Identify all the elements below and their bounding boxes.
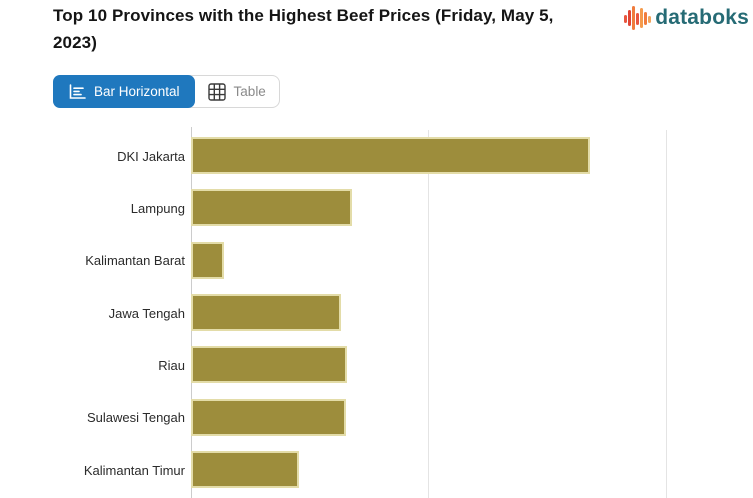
- chart-row: Lampung: [0, 182, 753, 234]
- gridline-end: [666, 130, 667, 498]
- table-label: Table: [233, 84, 266, 99]
- bar-horizontal-icon: [68, 83, 87, 100]
- view-toggle-group: Bar Horizontal Table: [53, 75, 280, 108]
- chart-row: Riau: [0, 339, 753, 391]
- chart-row: Kalimantan Barat: [0, 235, 753, 287]
- horizontal-bar-chart: DKI Jakarta Lampung Kalimantan Barat Jawa T…: [0, 120, 753, 498]
- category-label-lampung: Lampung: [130, 200, 185, 216]
- category-label-kalimantan-timur: Kalimantan Timur: [83, 462, 185, 478]
- bar-sulawesi-tengah[interactable]: [191, 398, 346, 436]
- category-label-jawa-tengah: Jawa Tengah: [108, 305, 185, 321]
- bar-horizontal-button[interactable]: Bar Horizontal: [53, 75, 195, 108]
- category-label-dki-jakarta: DKI Jakarta: [117, 148, 185, 164]
- gridline-mid: [428, 130, 429, 498]
- logo-text: databoks: [655, 6, 749, 29]
- bar-dki-jakarta[interactable]: [191, 137, 590, 174]
- equalizer-bars-icon: [623, 4, 653, 32]
- page-title: Top 10 Provinces with the Highest Beef P…: [53, 6, 554, 52]
- table-button[interactable]: Table: [194, 76, 279, 107]
- chart-row: Kalimantan Timur: [0, 444, 753, 496]
- category-label-sulawesi-tengah: Sulawesi Tengah: [86, 410, 185, 426]
- category-label-riau: Riau: [158, 357, 185, 373]
- databoks-logo: databoks: [623, 4, 749, 32]
- bar-jawa-tengah[interactable]: [191, 293, 341, 331]
- bar-kalimantan-barat[interactable]: [191, 241, 224, 279]
- chart-row: Jawa Tengah: [0, 287, 753, 339]
- chart-rows: DKI Jakarta Lampung Kalimantan Barat Jawa T…: [0, 130, 753, 498]
- bar-kalimantan-timur[interactable]: [191, 450, 299, 488]
- table-grid-icon: [207, 82, 227, 102]
- bar-riau[interactable]: [191, 346, 347, 384]
- chart-row: DKI Jakarta: [0, 130, 753, 182]
- chart-row: Sulawesi Tengah: [0, 392, 753, 444]
- bar-lampung[interactable]: [191, 189, 352, 227]
- category-label-kalimantan-barat: Kalimantan Barat: [85, 253, 185, 269]
- bar-horizontal-label: Bar Horizontal: [94, 84, 180, 99]
